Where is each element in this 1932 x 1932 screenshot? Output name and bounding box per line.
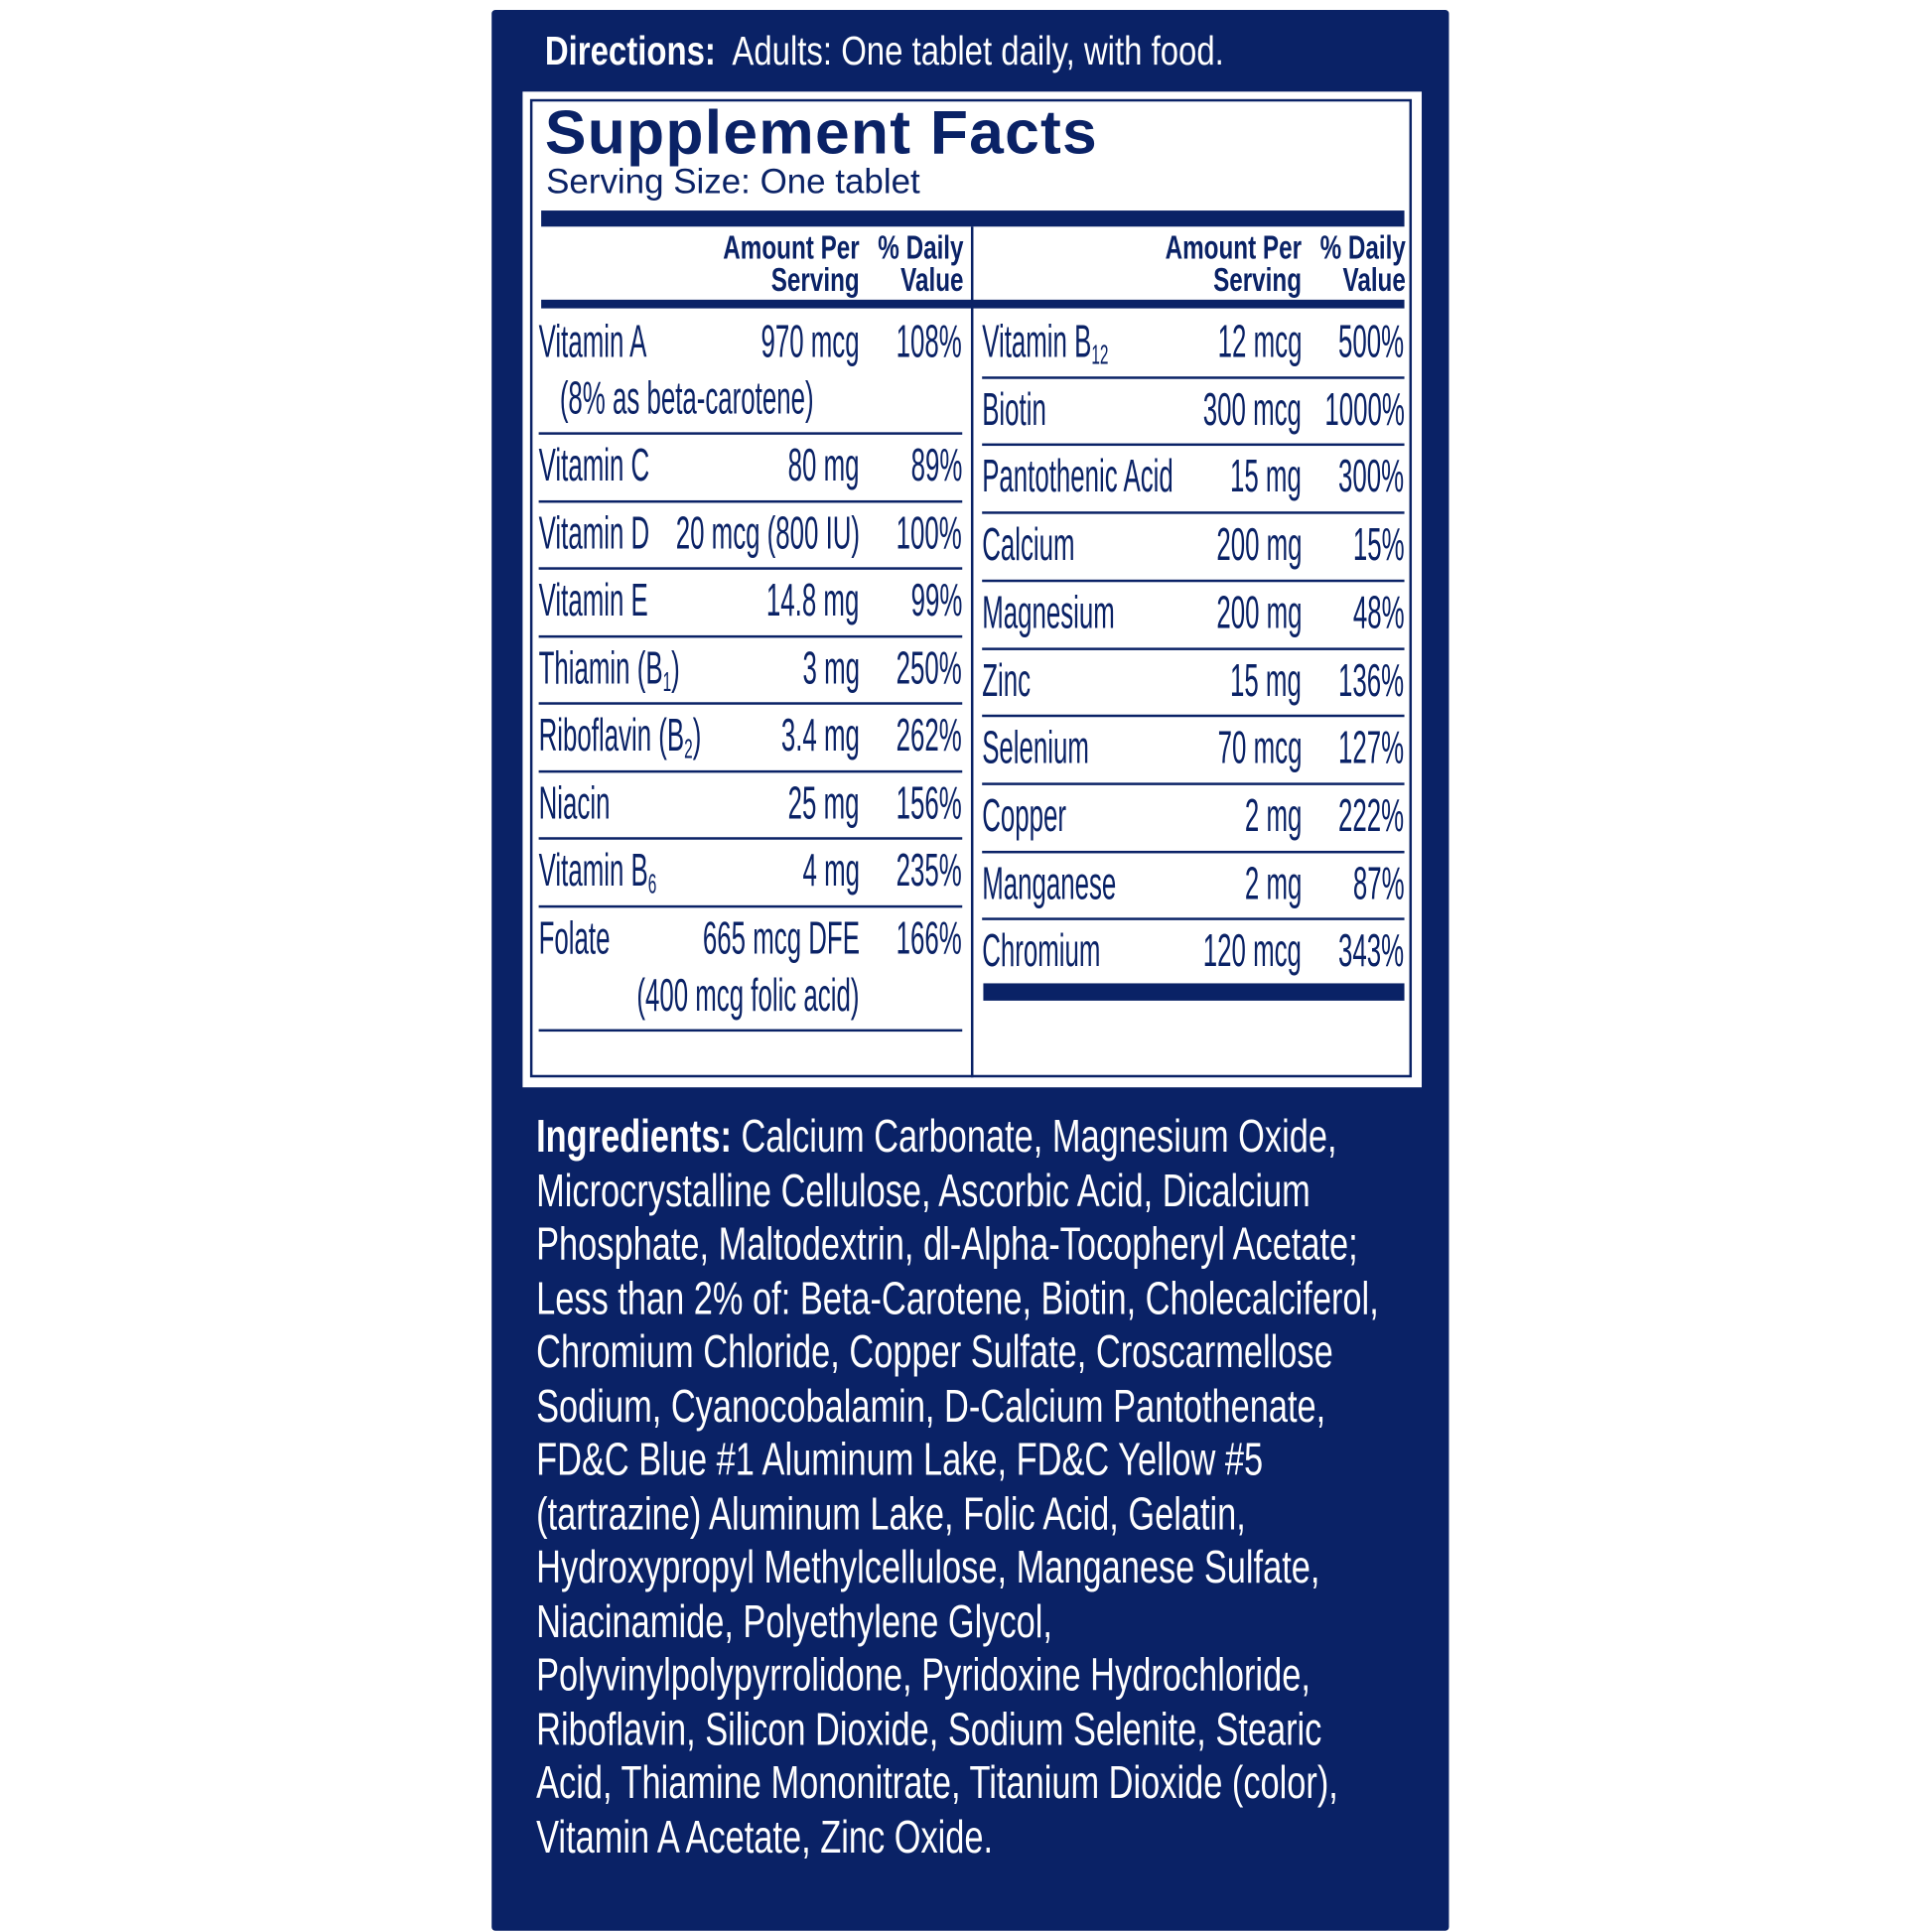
row-separator — [538, 837, 963, 840]
nutrient-name: Niacin — [538, 776, 611, 828]
nutrient-daily-value: 166% — [897, 911, 963, 963]
row-separator — [538, 499, 963, 502]
nutrient-name: Calcium — [982, 518, 1075, 570]
nutrient-daily-value: 250% — [897, 641, 963, 693]
facts-title: Supplement Facts — [544, 97, 1098, 168]
nutrient-name: Vitamin B12 — [982, 316, 1109, 370]
nutrient-amount: 665 mcg DFE — [702, 911, 860, 963]
nutrient-amount: 12 mcg — [1217, 316, 1303, 367]
nutrient-amount: 25 mg — [787, 776, 860, 828]
nutrient-daily-value: 262% — [897, 709, 963, 760]
nutrient-name: Magnesium — [982, 587, 1115, 638]
nutrient-name: Zinc — [982, 654, 1032, 706]
ingredients-label: Ingredients: — [536, 1110, 732, 1163]
row-separator — [982, 714, 1405, 718]
nutrient-name: Thiamin (B1) — [538, 641, 680, 697]
nutrient-name: Pantothenic Acid — [982, 451, 1173, 502]
nutrient-amount: 2 mg — [1244, 789, 1303, 841]
row-separator — [538, 702, 963, 705]
ingredients: Ingredients: Calcium Carbonate, Magnesiu… — [536, 1110, 1404, 1864]
nutrient-daily-value: 156% — [897, 776, 963, 828]
nutrient-note: (400 mcg folic acid) — [636, 969, 860, 1021]
row-separator — [982, 511, 1405, 514]
directions-text: Adults: One tablet daily, with food. — [732, 27, 1224, 73]
nutrient-name: Folate — [538, 911, 611, 963]
nutrient-amount: 200 mg — [1215, 518, 1303, 570]
row-separator — [538, 634, 963, 637]
nutrient-name: Chromium — [982, 925, 1101, 977]
ingredients-text: Calcium Carbonate, Magnesium Oxide, Micr… — [536, 1110, 1379, 1863]
nutrient-name: Vitamin D — [538, 506, 650, 558]
nutrient-daily-value: 127% — [1338, 722, 1405, 773]
nutrient-amount: 3 mg — [802, 641, 860, 693]
nutrient-name: Vitamin E — [538, 574, 648, 625]
nutrient-daily-value: 136% — [1338, 654, 1405, 706]
row-separator — [982, 850, 1405, 853]
nutrient-daily-value: 100% — [897, 506, 963, 558]
row-separator — [982, 917, 1405, 921]
top-thick-bar — [541, 210, 1405, 227]
column-divider — [970, 226, 974, 1078]
serving-size: Serving Size: One tablet — [546, 162, 920, 202]
row-separator — [538, 567, 963, 570]
nutrient-name: Copper — [982, 789, 1066, 841]
nutrient-amount: 2 mg — [1244, 857, 1303, 909]
bottom-thick-bar — [983, 983, 1405, 1001]
nutrient-amount: 80 mg — [787, 439, 860, 490]
nutrient-name: Selenium — [982, 722, 1089, 773]
nutrient-amount: 300 mcg — [1202, 383, 1303, 435]
nutrient-daily-value: 1000% — [1324, 383, 1405, 435]
row-separator — [538, 432, 963, 435]
nutrient-daily-value: 235% — [897, 844, 963, 896]
nutrient-daily-value: 89% — [910, 439, 963, 490]
nutrient-name: Vitamin C — [538, 439, 650, 490]
nutrient-name: Vitamin A — [538, 316, 647, 367]
row-separator — [982, 579, 1405, 583]
nutrient-amount: 200 mg — [1215, 587, 1303, 638]
directions: Directions: Adults: One tablet daily, wi… — [545, 27, 1224, 73]
row-separator — [982, 444, 1405, 447]
right-header-dv: % Daily Value — [1319, 228, 1406, 299]
left-header-dv: % Daily Value — [878, 228, 964, 299]
nutrient-amount: 4 mg — [802, 844, 860, 896]
row-separator — [538, 904, 963, 907]
row-separator — [538, 769, 963, 772]
directions-label: Directions: — [544, 27, 716, 73]
nutrient-daily-value: 500% — [1338, 316, 1405, 367]
nutrient-amount: 120 mcg — [1202, 925, 1303, 977]
nutrient-daily-value: 222% — [1338, 789, 1405, 841]
header-bar — [541, 299, 1405, 309]
nutrient-daily-value: 15% — [1352, 518, 1405, 570]
row-separator — [982, 646, 1405, 650]
nutrient-amount: 3.4 mg — [780, 709, 860, 760]
nutrient-daily-value: 87% — [1352, 857, 1405, 909]
nutrient-name: Manganese — [982, 857, 1117, 909]
nutrient-amount: 14.8 mg — [766, 574, 860, 625]
row-separator — [982, 375, 1405, 379]
nutrient-daily-value: 300% — [1338, 451, 1405, 502]
nutrient-daily-value: 99% — [910, 574, 963, 625]
nutrient-amount: 15 mg — [1230, 451, 1303, 502]
nutrient-note: (8% as beta-carotene) — [559, 372, 814, 424]
row-separator — [982, 782, 1405, 785]
nutrient-name: Biotin — [982, 383, 1046, 435]
nutrient-amount: 20 mcg (800 IU) — [675, 506, 860, 558]
nutrient-daily-value: 343% — [1338, 925, 1405, 977]
row-separator — [538, 1028, 963, 1032]
nutrient-amount: 970 mcg — [760, 316, 860, 367]
nutrient-daily-value: 108% — [897, 316, 963, 367]
left-header-amount: Amount Per Serving — [723, 228, 860, 299]
nutrient-amount: 15 mg — [1230, 654, 1303, 706]
nutrient-daily-value: 48% — [1352, 587, 1405, 638]
nutrient-amount: 70 mcg — [1217, 722, 1303, 773]
right-header-amount: Amount Per Serving — [1165, 228, 1303, 299]
nutrient-name: Vitamin B6 — [538, 844, 657, 899]
nutrient-name: Riboflavin (B2) — [538, 709, 702, 764]
